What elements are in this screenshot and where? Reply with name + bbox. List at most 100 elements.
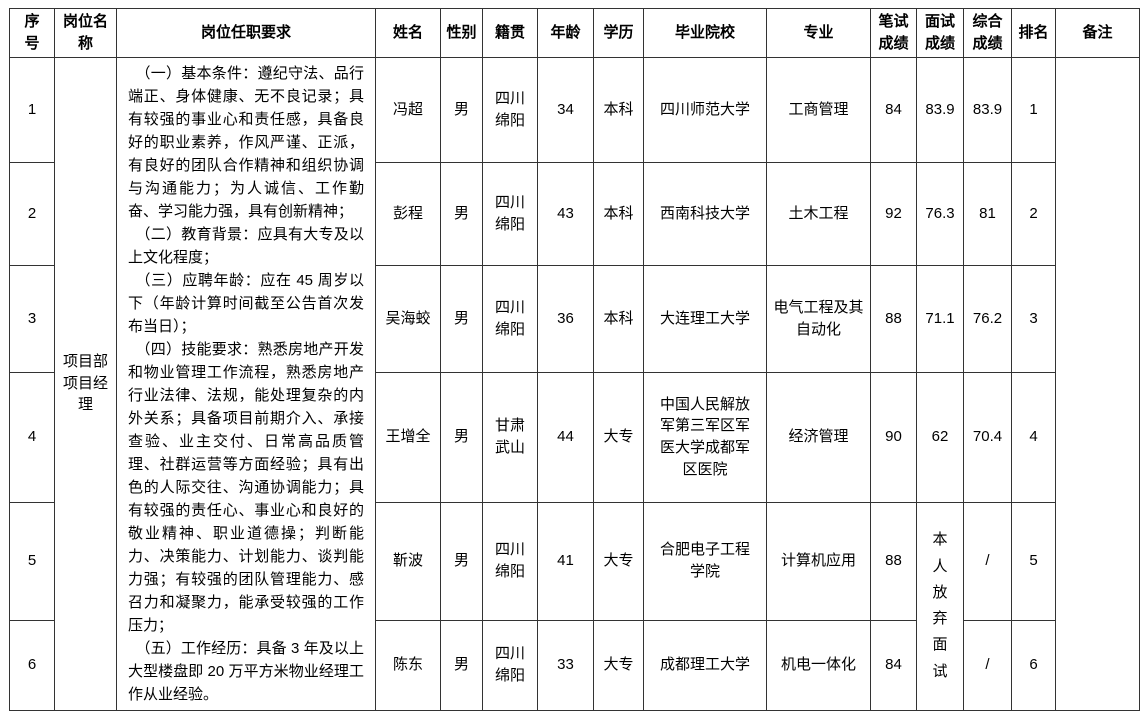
school-cell: 西南科技大学 [643,161,767,266]
written-score-cell: 84 [870,56,917,163]
header-overall-score: 综合成绩 [963,8,1012,58]
school-cell: 中国人民解放军第三军区军医大学成都军区医院 [643,371,767,503]
age-cell: 43 [537,161,594,266]
education-cell: 大专 [593,501,644,621]
age-cell: 34 [537,56,594,163]
major-cell: 土木工程 [766,161,871,266]
hometown-cell: 甘肃武山 [482,371,538,503]
written-score-cell: 88 [870,501,917,621]
overall-score-cell: 83.9 [963,56,1012,163]
table-row: 3 吴海蛟 男 四川绵阳 36 本科 大连理工大学 电气工程及其自动化 88 7… [9,264,1140,373]
header-major: 专业 [766,8,871,58]
header-hometown: 籍贯 [482,8,538,58]
no-cell: 3 [9,264,55,373]
no-cell: 2 [9,161,55,266]
gender-cell: 男 [440,161,483,266]
rank-cell: 3 [1011,264,1056,373]
interview-score-cell: 62 [916,371,964,503]
gender-cell: 男 [440,56,483,163]
no-cell: 4 [9,371,55,503]
requirement-paragraph: （四）技能要求：熟悉房地产开发和物业管理工作流程，熟悉房地产行业法律、法规，能处… [128,340,364,634]
gender-cell: 男 [440,264,483,373]
hometown-cell: 四川绵阳 [482,501,538,621]
position-name-cell: 项目部项目经理 [54,56,117,711]
school-cell: 大连理工大学 [643,264,767,373]
written-score-cell: 88 [870,264,917,373]
table-row: 4 王增全 男 甘肃武山 44 大专 中国人民解放军第三军区军医大学成都军区医院… [9,371,1140,503]
major-cell: 工商管理 [766,56,871,163]
overall-score-cell: / [963,501,1012,621]
written-score-cell: 84 [870,619,917,711]
remark-cell [1055,56,1140,711]
hometown-cell: 四川绵阳 [482,619,538,711]
rank-cell: 5 [1011,501,1056,621]
name-cell: 冯超 [375,56,441,163]
requirement-paragraph: （五）工作经历：具备 3 年及以上大型楼盘即 20 万平方米物业经理工作从业经验… [128,639,364,703]
written-score-cell: 90 [870,371,917,503]
rank-cell: 1 [1011,56,1056,163]
name-cell: 彭程 [375,161,441,266]
overall-score-cell: 81 [963,161,1012,266]
overall-score-cell: 76.2 [963,264,1012,373]
major-cell: 机电一体化 [766,619,871,711]
education-cell: 本科 [593,264,644,373]
name-cell: 靳波 [375,501,441,621]
name-cell: 王增全 [375,371,441,503]
no-cell: 1 [9,56,55,163]
interview-score-cell: 83.9 [916,56,964,163]
header-gender: 性别 [440,8,483,58]
rank-cell: 4 [1011,371,1056,503]
requirement-paragraph: （三）应聘年龄：应在 45 周岁以下（年龄计算时间截至公告首次发布当日）； [128,271,364,335]
header-rank: 排名 [1011,8,1056,58]
major-cell: 电气工程及其自动化 [766,264,871,373]
hometown-cell: 四川绵阳 [482,56,538,163]
requirements-cell: （一）基本条件：遵纪守法、品行端正、身体健康、无不良记录；具有较强的事业心和责任… [116,56,376,711]
hometown-cell: 四川绵阳 [482,264,538,373]
requirement-paragraph: （一）基本条件：遵纪守法、品行端正、身体健康、无不良记录；具有较强的事业心和责任… [128,64,364,220]
header-written-score: 笔试成绩 [870,8,917,58]
name-cell: 陈东 [375,619,441,711]
age-cell: 36 [537,264,594,373]
school-cell: 四川师范大学 [643,56,767,163]
requirement-paragraph: （二）教育背景：应具有大专及以上文化程度； [128,225,364,266]
interview-waiver-cell: 本人放弃面试 [916,501,964,711]
gender-cell: 男 [440,371,483,503]
education-cell: 本科 [593,161,644,266]
header-school: 毕业院校 [643,8,767,58]
major-cell: 经济管理 [766,371,871,503]
rank-cell: 6 [1011,619,1056,711]
gender-cell: 男 [440,501,483,621]
no-cell: 5 [9,501,55,621]
education-cell: 大专 [593,619,644,711]
header-remark: 备注 [1055,8,1140,58]
written-score-cell: 92 [870,161,917,266]
recruitment-results-table: 序号 岗位名称 岗位任职要求 姓名 性别 籍贯 年龄 学历 毕业院校 专业 笔试… [9,8,1140,711]
header-no: 序号 [9,8,55,58]
name-cell: 吴海蛟 [375,264,441,373]
interview-score-cell: 71.1 [916,264,964,373]
education-cell: 本科 [593,56,644,163]
header-position: 岗位名称 [54,8,117,58]
no-cell: 6 [9,619,55,711]
school-cell: 合肥电子工程学院 [643,501,767,621]
age-cell: 41 [537,501,594,621]
spreadsheet-page: { "colors": { "border": "#333333", "text… [9,8,1140,711]
interview-score-cell: 76.3 [916,161,964,266]
age-cell: 44 [537,371,594,503]
age-cell: 33 [537,619,594,711]
header-requirements: 岗位任职要求 [116,8,376,58]
table-row: 5 靳波 男 四川绵阳 41 大专 合肥电子工程学院 计算机应用 88 本人放弃… [9,501,1140,711]
major-cell: 计算机应用 [766,501,871,621]
header-row: 序号 岗位名称 岗位任职要求 姓名 性别 籍贯 年龄 学历 毕业院校 专业 笔试… [9,8,1140,58]
table-row: 2 彭程 男 四川绵阳 43 本科 西南科技大学 土木工程 92 76.3 81… [9,161,1140,266]
education-cell: 大专 [593,371,644,503]
interview-waiver-note: 本人放弃面试 [932,531,948,680]
gender-cell: 男 [440,619,483,711]
overall-score-cell: / [963,619,1012,711]
table-row: 1 项目部项目经理 （一）基本条件：遵纪守法、品行端正、身体健康、无不良记录；具… [9,56,1140,711]
hometown-cell: 四川绵阳 [482,161,538,266]
rank-cell: 2 [1011,161,1056,266]
header-education: 学历 [593,8,644,58]
overall-score-cell: 70.4 [963,371,1012,503]
header-name: 姓名 [375,8,441,58]
